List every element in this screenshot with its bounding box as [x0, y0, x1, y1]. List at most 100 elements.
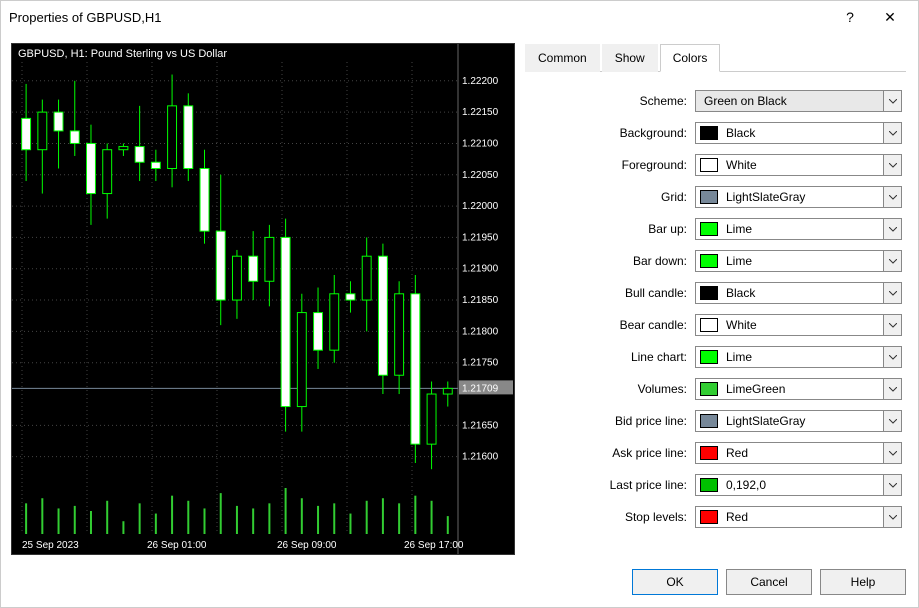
svg-text:1.22200: 1.22200: [462, 76, 499, 87]
prop-value-stoplevels: Red: [724, 510, 883, 524]
candlestick-chart: 1.216001.216501.217501.218001.218501.219…: [12, 44, 514, 554]
prop-select-bullcandle[interactable]: Black: [695, 282, 902, 304]
prop-value-background: Black: [724, 126, 883, 140]
help-button-bottom[interactable]: Help: [820, 569, 906, 595]
prop-row-barup: Bar up: Lime: [525, 218, 902, 240]
prop-row-foreground: Foreground: White: [525, 154, 902, 176]
prop-row-linechart: Line chart:Lime: [525, 346, 902, 368]
tabs: Common Show Colors: [525, 43, 906, 72]
svg-text:1.21709: 1.21709: [462, 383, 499, 394]
prop-select-bardown[interactable]: Lime: [695, 250, 902, 272]
prop-select-volumes[interactable]: LimeGreen: [695, 378, 902, 400]
dialog-buttons: OK Cancel Help: [1, 559, 918, 607]
prop-row-background: Background: Black: [525, 122, 902, 144]
color-swatch-barup: [700, 222, 718, 236]
prop-label-background: Background:: [525, 126, 695, 140]
svg-text:1.21750: 1.21750: [462, 358, 499, 369]
prop-value-askline: Red: [724, 446, 883, 460]
prop-select-background[interactable]: Black: [695, 122, 902, 144]
svg-text:1.22050: 1.22050: [462, 170, 499, 181]
svg-text:25 Sep 2023: 25 Sep 2023: [22, 540, 79, 551]
color-swatch-bardown: [700, 254, 718, 268]
tab-colors[interactable]: Colors: [660, 44, 721, 72]
settings-pane: Common Show Colors Scheme:Green on Black…: [525, 43, 906, 559]
prop-label-linechart: Line chart:: [525, 350, 695, 364]
prop-row-lastline: Last price line:0,192,0: [525, 474, 902, 496]
window-title: Properties of GBPUSD,H1: [9, 10, 830, 25]
content-area: GBPUSD, H1: Pound Sterling vs US Dollar …: [1, 33, 918, 559]
svg-text:1.21950: 1.21950: [462, 232, 499, 243]
prop-row-stoplevels: Stop levels:Red: [525, 506, 902, 528]
chevron-down-icon: [883, 219, 901, 239]
svg-text:26 Sep 01:00: 26 Sep 01:00: [147, 540, 207, 551]
prop-select-bearcandle[interactable]: White: [695, 314, 902, 336]
svg-text:1.21800: 1.21800: [462, 326, 499, 337]
prop-label-askline: Ask price line:: [525, 446, 695, 460]
prop-value-bardown: Lime: [724, 254, 883, 268]
chevron-down-icon: [883, 507, 901, 527]
prop-value-grid: LightSlateGray: [724, 190, 883, 204]
titlebar: Properties of GBPUSD,H1 ? ✕: [1, 1, 918, 33]
color-swatch-linechart: [700, 350, 718, 364]
chevron-down-icon: [883, 251, 901, 271]
color-swatch-bullcandle: [700, 286, 718, 300]
chevron-down-icon: [883, 475, 901, 495]
prop-value-bearcandle: White: [724, 318, 883, 332]
dialog-window: Properties of GBPUSD,H1 ? ✕ GBPUSD, H1: …: [0, 0, 919, 608]
prop-select-foreground[interactable]: White: [695, 154, 902, 176]
color-swatch-lastline: [700, 478, 718, 492]
prop-label-barup: Bar up:: [525, 222, 695, 236]
prop-select-scheme[interactable]: Green on Black: [695, 90, 902, 112]
prop-select-barup[interactable]: Lime: [695, 218, 902, 240]
prop-row-volumes: Volumes:LimeGreen: [525, 378, 902, 400]
color-properties: Scheme:Green on BlackBackground:BlackFor…: [525, 72, 906, 559]
svg-text:1.21600: 1.21600: [462, 452, 499, 463]
prop-row-bardown: Bar down: Lime: [525, 250, 902, 272]
prop-value-scheme: Green on Black: [702, 94, 883, 108]
prop-value-lastline: 0,192,0: [724, 478, 883, 492]
close-button[interactable]: ✕: [870, 1, 910, 33]
svg-text:1.22150: 1.22150: [462, 107, 499, 118]
prop-row-askline: Ask price line: Red: [525, 442, 902, 464]
prop-value-bullcandle: Black: [724, 286, 883, 300]
prop-select-lastline[interactable]: 0,192,0: [695, 474, 902, 496]
prop-select-linechart[interactable]: Lime: [695, 346, 902, 368]
chevron-down-icon: [883, 315, 901, 335]
color-swatch-bearcandle: [700, 318, 718, 332]
chevron-down-icon: [883, 155, 901, 175]
color-swatch-background: [700, 126, 718, 140]
prop-value-foreground: White: [724, 158, 883, 172]
prop-label-bullcandle: Bull candle:: [525, 286, 695, 300]
chevron-down-icon: [883, 347, 901, 367]
prop-label-foreground: Foreground:: [525, 158, 695, 172]
ok-button[interactable]: OK: [632, 569, 718, 595]
prop-row-bearcandle: Bear candle: White: [525, 314, 902, 336]
prop-select-bidline[interactable]: LightSlateGray: [695, 410, 902, 432]
help-button[interactable]: ?: [830, 1, 870, 33]
prop-label-bearcandle: Bear candle:: [525, 318, 695, 332]
prop-value-bidline: LightSlateGray: [724, 414, 883, 428]
cancel-button[interactable]: Cancel: [726, 569, 812, 595]
chart-title: GBPUSD, H1: Pound Sterling vs US Dollar: [18, 48, 227, 60]
prop-label-bardown: Bar down:: [525, 254, 695, 268]
color-swatch-bidline: [700, 414, 718, 428]
svg-text:1.22100: 1.22100: [462, 138, 499, 149]
prop-value-barup: Lime: [724, 222, 883, 236]
chevron-down-icon: [883, 283, 901, 303]
tab-common[interactable]: Common: [525, 44, 600, 72]
svg-text:1.22000: 1.22000: [462, 201, 499, 212]
prop-select-stoplevels[interactable]: Red: [695, 506, 902, 528]
svg-text:1.21900: 1.21900: [462, 264, 499, 275]
svg-text:26 Sep 09:00: 26 Sep 09:00: [277, 540, 337, 551]
color-swatch-foreground: [700, 158, 718, 172]
chart-preview: GBPUSD, H1: Pound Sterling vs US Dollar …: [11, 43, 515, 555]
tab-show[interactable]: Show: [602, 44, 658, 72]
color-swatch-stoplevels: [700, 510, 718, 524]
prop-label-volumes: Volumes:: [525, 382, 695, 396]
prop-select-askline[interactable]: Red: [695, 442, 902, 464]
svg-text:1.21650: 1.21650: [462, 420, 499, 431]
chevron-down-icon: [883, 123, 901, 143]
prop-select-grid[interactable]: LightSlateGray: [695, 186, 902, 208]
svg-text:26 Sep 17:00: 26 Sep 17:00: [404, 540, 464, 551]
prop-row-grid: Grid:LightSlateGray: [525, 186, 902, 208]
